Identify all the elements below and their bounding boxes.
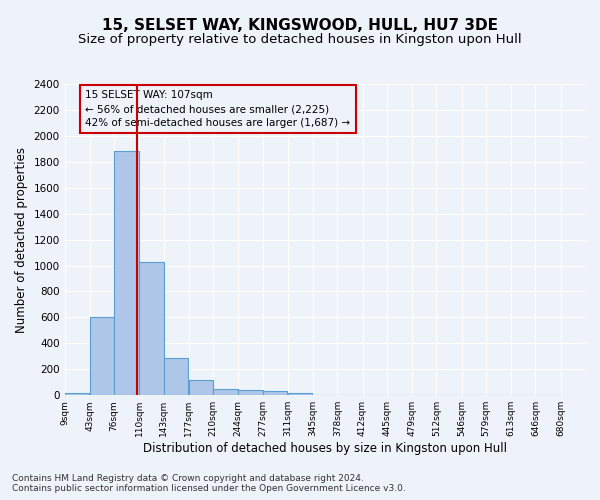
Text: Contains HM Land Registry data © Crown copyright and database right 2024.: Contains HM Land Registry data © Crown c… bbox=[12, 474, 364, 483]
Bar bbox=[164, 358, 188, 395]
Bar bbox=[189, 380, 213, 395]
Bar bbox=[90, 318, 114, 395]
Text: Contains public sector information licensed under the Open Government Licence v3: Contains public sector information licen… bbox=[12, 484, 406, 493]
Text: Size of property relative to detached houses in Kingston upon Hull: Size of property relative to detached ho… bbox=[78, 32, 522, 46]
Text: 15, SELSET WAY, KINGSWOOD, HULL, HU7 3DE: 15, SELSET WAY, KINGSWOOD, HULL, HU7 3DE bbox=[102, 18, 498, 32]
Bar bbox=[114, 152, 139, 395]
Bar bbox=[263, 392, 287, 395]
Y-axis label: Number of detached properties: Number of detached properties bbox=[15, 146, 28, 332]
Bar bbox=[288, 392, 312, 395]
Bar bbox=[213, 388, 238, 395]
X-axis label: Distribution of detached houses by size in Kingston upon Hull: Distribution of detached houses by size … bbox=[143, 442, 507, 455]
Text: 15 SELSET WAY: 107sqm
← 56% of detached houses are smaller (2,225)
42% of semi-d: 15 SELSET WAY: 107sqm ← 56% of detached … bbox=[85, 90, 350, 128]
Bar bbox=[65, 392, 89, 395]
Bar bbox=[139, 262, 164, 395]
Bar bbox=[238, 390, 263, 395]
